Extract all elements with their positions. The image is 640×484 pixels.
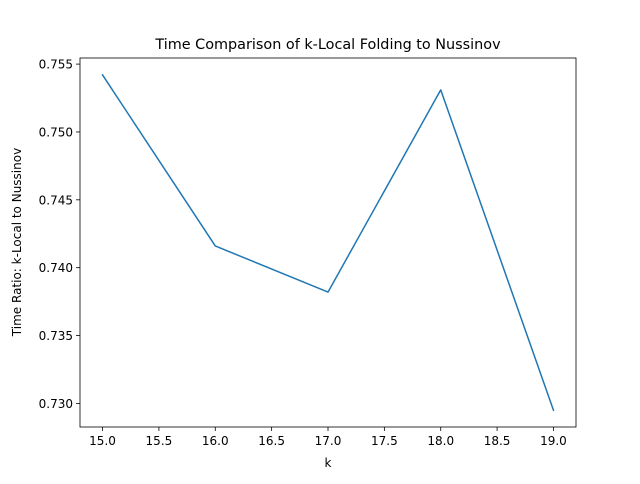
x-axis-ticks: 15.0 15.5 16.0 16.5 17.0 17.5 18.0 18.5 19.0 [89, 427, 567, 448]
y-axis-label: Time Ratio: k-Local to Nussinov [10, 148, 24, 337]
x-tick-label: 15.0 [89, 434, 116, 448]
y-tick-label: 0.745 [39, 193, 73, 207]
x-tick-label: 17.5 [371, 434, 398, 448]
x-tick-label: 15.5 [146, 434, 173, 448]
series-line-0 [101, 73, 555, 412]
x-tick-label: 18.0 [427, 434, 454, 448]
x-tick-label: 17.0 [315, 434, 342, 448]
x-tick-label: 19.0 [540, 434, 567, 448]
x-axis-label: k [325, 456, 332, 470]
y-tick-label: 0.740 [39, 261, 73, 275]
chart-title: Time Comparison of k-Local Folding to Nu… [154, 37, 501, 53]
y-tick-label: 0.750 [39, 125, 73, 139]
x-tick-label: 18.5 [484, 434, 511, 448]
y-tick-label: 0.735 [39, 329, 73, 343]
x-tick-label: 16.0 [202, 434, 229, 448]
y-tick-label: 0.755 [39, 58, 73, 72]
y-tick-label: 0.730 [39, 397, 73, 411]
x-tick-label: 16.5 [258, 434, 285, 448]
y-axis-ticks: 0.730 0.735 0.740 0.745 0.750 0.755 [39, 58, 80, 411]
